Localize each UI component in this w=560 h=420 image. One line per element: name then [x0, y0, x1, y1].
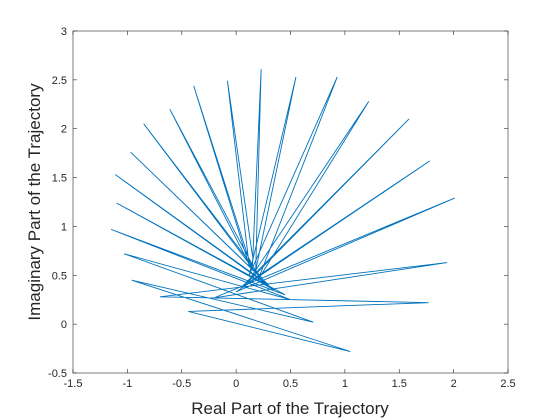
x-axis-label: Real Part of the Trajectory: [191, 399, 389, 418]
x-tick-label: -1.5: [64, 378, 83, 390]
plot-area: [72, 30, 509, 374]
x-tick-label: 0: [233, 378, 239, 390]
x-tick-label: 0.5: [283, 378, 298, 390]
y-tick-label: 1.5: [52, 173, 67, 185]
x-tick-label: 2: [451, 378, 457, 390]
y-tick-label: 0.5: [52, 270, 67, 282]
y-tick-label: -0.5: [48, 368, 67, 380]
x-tick-label: 1.5: [392, 378, 407, 390]
y-tick-label: 3: [61, 26, 67, 38]
y-tick-label: 1: [61, 221, 67, 233]
x-tick-label: -1: [122, 378, 132, 390]
y-tick-label: 0: [61, 319, 67, 331]
y-axis-label: Imaginary Part of the Trajectory: [25, 83, 44, 321]
trajectory-line: [110, 69, 455, 352]
y-tick-label: 2: [61, 124, 67, 136]
x-tick-label: -0.5: [172, 378, 191, 390]
x-tick-label: 2.5: [500, 378, 515, 390]
x-tick-label: 1: [342, 378, 348, 390]
y-tick-label: 2.5: [52, 75, 67, 87]
